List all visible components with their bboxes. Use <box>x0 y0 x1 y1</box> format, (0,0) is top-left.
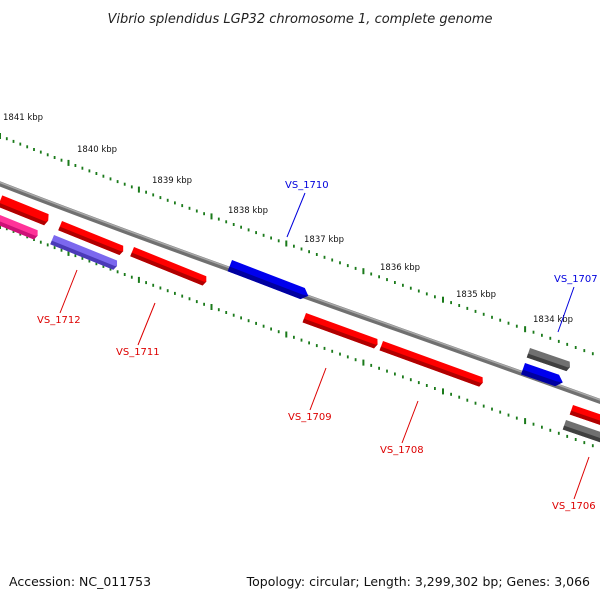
gene-features <box>0 195 600 443</box>
outer-scale-ticks <box>0 133 594 356</box>
gene-label-vs1706[interactable]: VS_1706 <box>552 501 596 512</box>
gene-feature-vs1708[interactable] <box>379 341 485 387</box>
gene-feature-pink[interactable] <box>0 213 40 240</box>
gene-label-vs1707[interactable]: VS_1707 <box>554 274 598 285</box>
kbp-label: 1841 kbp <box>3 113 43 123</box>
leader-vs1708 <box>401 400 419 444</box>
kbp-label: 1836 kbp <box>380 263 420 273</box>
gene-labels: VS_1712 VS_1711 VS_1710 VS_1709 VS_1708 … <box>37 180 598 512</box>
gene-feature-vs1713[interactable] <box>0 195 50 226</box>
gene-feature-vs1710[interactable] <box>227 260 311 301</box>
label-leader-lines <box>59 192 590 500</box>
kbp-label: 1837 kbp <box>304 235 344 245</box>
leader-vs1712 <box>59 269 78 314</box>
gene-feature-vs1712-top[interactable] <box>58 221 125 256</box>
gene-feature-vs1707-gray[interactable] <box>526 348 572 372</box>
gene-feature-vs1707[interactable] <box>521 363 565 388</box>
leader-vs1710 <box>286 192 306 238</box>
accession-text: Accession: NC_011753 <box>9 574 151 589</box>
gene-label-vs1709[interactable]: VS_1709 <box>288 412 332 423</box>
gene-feature-vs1709[interactable] <box>302 313 380 349</box>
gene-label-vs1711[interactable]: VS_1711 <box>116 347 160 358</box>
gene-feature-gray-right[interactable] <box>562 420 600 443</box>
leader-vs1711 <box>137 302 156 346</box>
kbp-label: 1835 kbp <box>456 290 496 300</box>
gene-feature-vs1711[interactable] <box>130 247 208 286</box>
leader-vs1706 <box>573 456 590 500</box>
gene-feature-vs1712[interactable] <box>50 235 119 270</box>
leader-vs1707 <box>557 286 575 333</box>
leader-vs1709 <box>309 367 327 411</box>
kbp-label: 1839 kbp <box>152 176 192 186</box>
gene-label-vs1712[interactable]: VS_1712 <box>37 315 81 326</box>
gene-label-vs1710[interactable]: VS_1710 <box>285 180 329 191</box>
gene-label-vs1708[interactable]: VS_1708 <box>380 445 424 456</box>
kbp-labels: 1841 kbp 1840 kbp 1839 kbp 1838 kbp 1837… <box>3 113 573 325</box>
map-title: Vibrio splendidus LGP32 chromosome 1, co… <box>107 12 492 27</box>
kbp-label: 1838 kbp <box>228 206 268 216</box>
gene-feature-vs1706[interactable] <box>569 405 600 428</box>
summary-text: Topology: circular; Length: 3,299,302 bp… <box>246 574 590 589</box>
kbp-label: 1840 kbp <box>77 145 117 155</box>
inner-scale-ticks <box>0 223 594 448</box>
kbp-label: 1834 kbp <box>533 315 573 325</box>
